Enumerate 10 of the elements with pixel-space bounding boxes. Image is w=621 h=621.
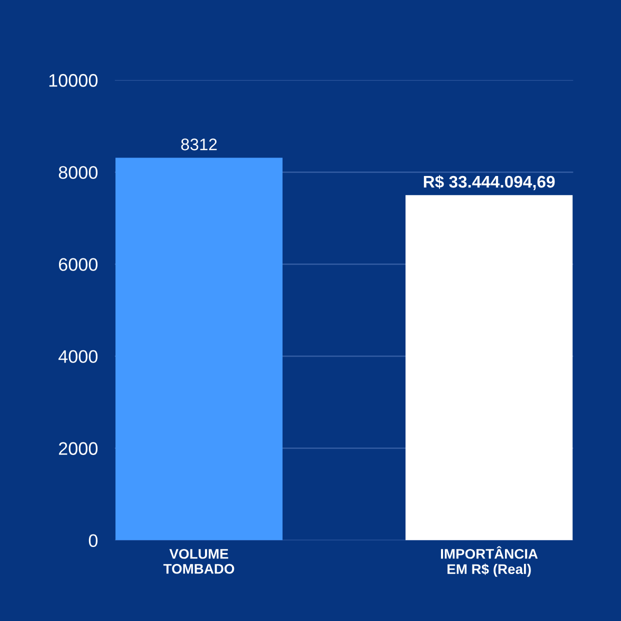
y-tick-label: 2000 — [58, 442, 98, 455]
data-label: 8312 — [181, 138, 217, 150]
y-tick-label: 0 — [88, 534, 98, 547]
data-label: R$ 33.444.094,69 — [424, 175, 555, 190]
x-tick-label: IMPORTÂNCIA EM R$ (Real) — [441, 546, 538, 577]
y-tick-label: 6000 — [58, 258, 98, 271]
y-tick-label: 10000 — [49, 74, 98, 87]
y-tick-label: 8000 — [58, 166, 98, 179]
x-tick-label: VOLUME TOMBADO — [163, 548, 234, 574]
y-tick-label: 4000 — [58, 350, 98, 363]
